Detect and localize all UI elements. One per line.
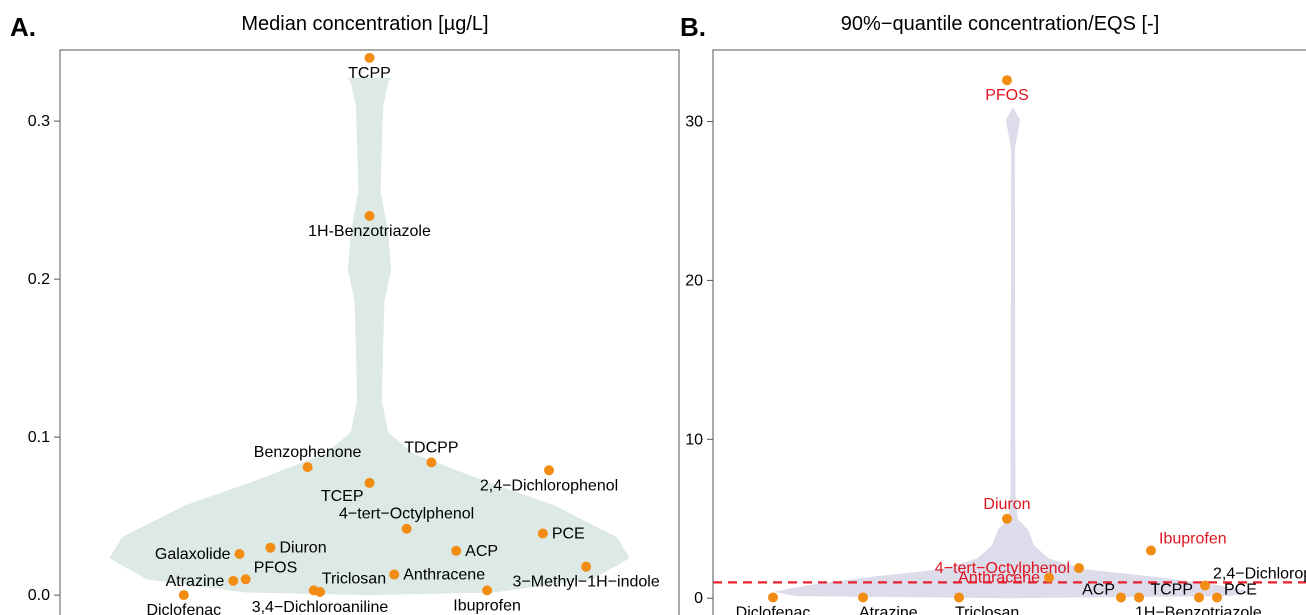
panel-b-ytick-label: 30 [685, 114, 703, 131]
panel-b: B. 90%−quantile concentration/EQS [-] 0 1… [680, 12, 1306, 615]
panel-b-points: PFOS Diuron Ibuprofen 4−tert−OctylphenolAnt… [736, 75, 1306, 615]
panel-b-title: 90%−quantile concentration/EQS [-] [841, 13, 1160, 35]
panel-a-label-pce: PCE [552, 525, 585, 542]
panel-a-point-tcep [364, 477, 375, 488]
panel-b-point-ibuprofen [1146, 545, 1156, 556]
panel-b-point-acp [1116, 592, 1126, 603]
panel-a-plot-frame [59, 49, 680, 615]
panel-b-label-4-tert-octylphenol: 4−tert−Octylphenol [935, 560, 1070, 577]
panel-a-ytick-label: 0.0 [28, 587, 50, 604]
panel-b-label-atrazine: Atrazine [859, 604, 918, 615]
panel-b-label-diclofenac: Diclofenac [736, 604, 811, 615]
panel-b-label-pfos: PFOS [985, 87, 1029, 104]
panel-a-label-benzophenone: Benzophenone [254, 444, 362, 461]
panel-a-point-acp [451, 545, 462, 556]
panel-b-point-1h-benzotriazole [1134, 592, 1144, 603]
panel-b-label-diuron: Diuron [983, 496, 1030, 513]
panel-b-label-acp: ACP [1082, 581, 1115, 598]
panel-b-point-2-4-dichlorophenol [1200, 580, 1210, 591]
panel-a-label-4-tert-octylphenol: 4−tert−Octylphenol [339, 506, 474, 523]
panel-a-label-diuron: Diuron [279, 540, 326, 557]
panel-b-label-tcpp: TCPP [1150, 581, 1193, 598]
panel-a-label-tcep: TCEP [321, 488, 364, 505]
panel-a-y-axis: 0.0 0.1 0.2 0.3 [28, 113, 60, 604]
panel-a-point-atrazine [228, 575, 239, 586]
panel-a-point-benzophenone [302, 462, 313, 473]
panel-b-label-1h-benzotriazole: 1H−Benzotriazole [1135, 604, 1262, 615]
panel-a-label-atrazine: Atrazine [166, 573, 225, 590]
panel-a-point-3-methyl-1h-indole [581, 561, 592, 572]
panel-a-point-tdcpp [426, 457, 437, 468]
panel-a-point-pce [537, 528, 548, 539]
panel-b-violin [773, 107, 1253, 599]
panel-a-point-2-4-dichlorophenol [544, 465, 555, 476]
panel-a-title: Median concentration [µg/L] [241, 13, 488, 35]
panel-a-label-diclofenac: Diclofenac [146, 602, 221, 615]
panel-b-label-pce: PCE [1224, 581, 1257, 598]
panel-b-label-triclosan: Triclosan [955, 604, 1019, 615]
panel-a-point-4-tert-octylphenol [401, 523, 412, 534]
panel-a-point-diuron [265, 542, 276, 553]
panel-b-point-anthracene [1044, 572, 1054, 583]
panel-a-ytick-label: 0.2 [28, 271, 50, 288]
panel-a-label-tcpp: TCPP [348, 65, 391, 82]
panel-a-letter: A. [10, 12, 36, 42]
panel-a-point-3-4-dichloroaniline [314, 586, 325, 597]
panel-a-ytick-label: 0.1 [28, 429, 50, 446]
panel-a-label-galaxolide: Galaxolide [155, 546, 231, 563]
panel-a-point-pfos [240, 574, 251, 585]
panel-b-y-axis: 0 10 20 30 [685, 114, 713, 607]
panel-a: A. Median concentration [µg/L] 0.0 0.1 0.2… [10, 12, 680, 615]
panel-a-label-ibuprofen: Ibuprofen [453, 597, 521, 614]
panel-b-point-triclosan [954, 592, 964, 603]
panel-b-letter: B. [680, 12, 706, 42]
panel-b-point-diclofenac [768, 592, 778, 603]
panel-a-label-pfos: PFOS [254, 559, 298, 576]
panel-a-point-1h-benzotriazole [364, 210, 375, 221]
panel-b-label-ibuprofen: Ibuprofen [1159, 531, 1227, 548]
panel-a-label-3-methyl-1h-indole: 3−Methyl−1H−indole [513, 574, 660, 591]
panel-a-points: TCPP 1H-Benzotriazole Benzophenone TDCPP 2,4… [146, 52, 660, 615]
panel-b-ytick-label: 10 [685, 431, 703, 448]
panel-a-point-anthracene [389, 569, 400, 580]
panel-a-ytick-label: 0.3 [28, 113, 50, 130]
panel-a-point-tcpp [364, 52, 375, 63]
panel-a-label-triclosan: Triclosan [322, 570, 386, 587]
panel-b-point-atrazine [858, 592, 868, 603]
panel-a-label-anthracene: Anthracene [403, 567, 485, 584]
panel-b-ytick-label: 0 [694, 590, 703, 607]
panel-b-ytick-label: 20 [685, 272, 703, 289]
panel-a-violin [109, 77, 630, 596]
panel-b-point-pfos [1002, 75, 1012, 86]
panel-b-label-2-4-dichlorophenol: 2,4−Dichlorophenol [1213, 566, 1306, 583]
panel-a-label-1h-benzotriazole: 1H-Benzotriazole [308, 223, 431, 240]
panel-a-point-diclofenac [178, 590, 189, 601]
panel-b-point-tcpp [1194, 592, 1204, 603]
panel-a-label-2-4-dichlorophenol: 2,4−Dichlorophenol [480, 477, 618, 494]
panel-a-label-acp: ACP [465, 543, 498, 560]
panel-b-point-4-tert-octylphenol [1074, 563, 1084, 574]
panel-a-point-galaxolide [234, 549, 245, 560]
panel-a-label-3-4-dichloroaniline: 3,4−Dichloroaniline [252, 599, 389, 615]
panel-b-label-anthracene: Anthracene [958, 570, 1040, 587]
panel-b-plot-frame [712, 49, 1306, 615]
panel-a-label-tdcpp: TDCPP [404, 439, 458, 456]
panel-b-point-diuron [1002, 513, 1012, 524]
panel-b-point-pce [1212, 592, 1222, 603]
panel-a-point-ibuprofen [482, 585, 493, 596]
